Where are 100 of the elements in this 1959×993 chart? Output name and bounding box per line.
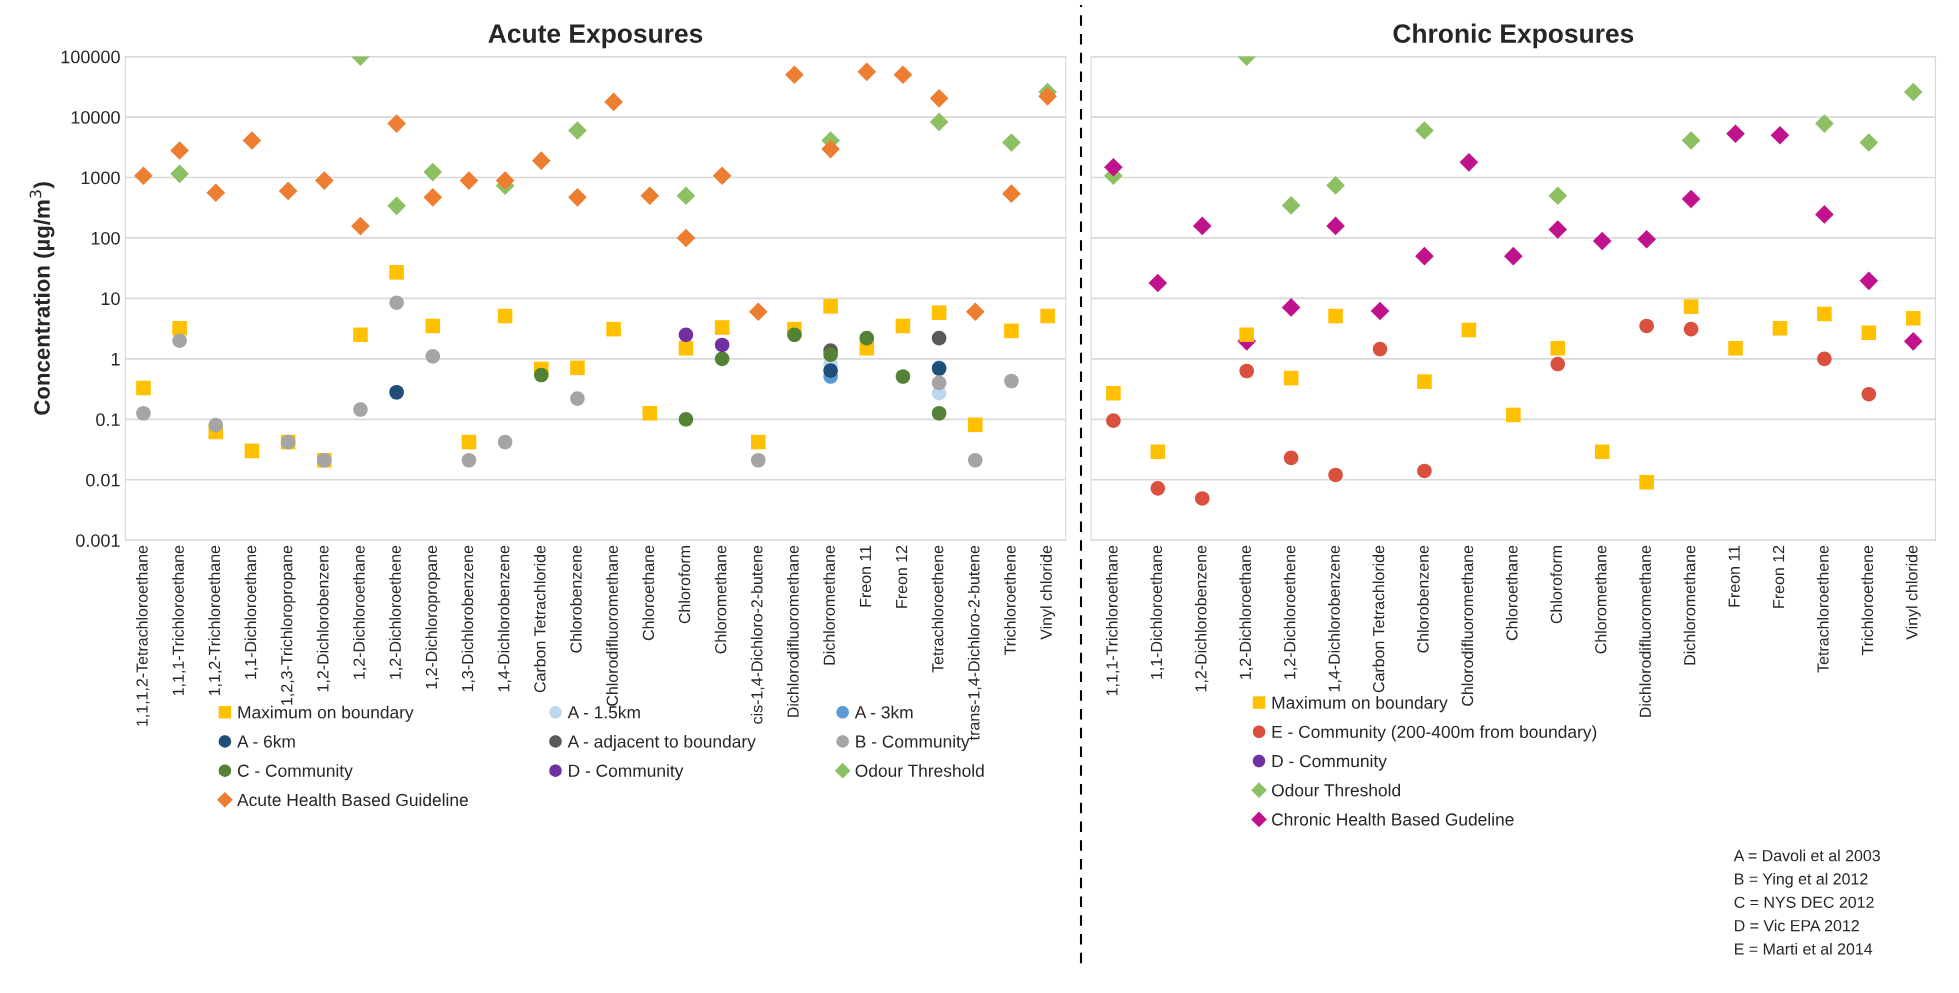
point <box>461 452 477 468</box>
point <box>1594 444 1610 460</box>
point <box>353 402 368 417</box>
point <box>278 181 298 201</box>
point <box>1283 370 1299 386</box>
point <box>1550 356 1566 372</box>
point <box>1148 273 1168 293</box>
x-tick-label: Dichlorodifluoromethane <box>787 545 799 717</box>
point <box>1772 321 1788 336</box>
legend-label: E - Community (200-400m from boundary) <box>1272 725 1597 742</box>
point <box>821 139 840 159</box>
legend-label: Chronic Health Based Gudeline <box>1272 812 1514 826</box>
point <box>714 320 730 335</box>
point <box>1281 298 1301 317</box>
point <box>968 452 983 468</box>
point <box>929 89 949 108</box>
point <box>459 171 479 190</box>
point <box>931 330 947 346</box>
point <box>1903 332 1923 351</box>
x-tick-label: 1,1-Dichloroethane <box>244 545 259 679</box>
point <box>1815 114 1834 133</box>
y-tick-label: 0.001 <box>76 534 120 547</box>
point <box>1815 205 1834 224</box>
point <box>1326 176 1345 195</box>
point <box>748 302 768 322</box>
legend-label: Odour Threshold <box>855 764 984 777</box>
point <box>534 367 549 383</box>
point <box>1903 82 1923 102</box>
point <box>387 196 406 216</box>
x-tick-label: Chloromethane <box>1594 545 1607 654</box>
point <box>1002 133 1021 152</box>
x-tick-label: Chloroethane <box>642 545 655 641</box>
point <box>1004 373 1019 389</box>
x-tick-label: 1,1,2-Trichloroethane <box>208 545 222 696</box>
chart-title: Acute Exposures <box>488 24 703 49</box>
point <box>242 131 262 150</box>
point <box>1592 231 1612 251</box>
point <box>136 380 151 396</box>
x-tick-label: 1,1,1-Trichloroethane <box>1105 545 1120 696</box>
point <box>1417 374 1432 389</box>
point <box>1859 133 1879 152</box>
x-tick-label: cis-1,4-Dichloro-2-butene <box>750 545 765 724</box>
x-tick-label: Tetrachloroethene <box>1816 545 1829 673</box>
point <box>495 171 515 190</box>
point <box>497 308 513 324</box>
legend-label: A - adjacent to boundary <box>567 734 756 752</box>
point <box>1905 310 1921 326</box>
point <box>570 360 585 376</box>
point <box>678 340 694 356</box>
point <box>1104 157 1123 177</box>
point <box>1328 308 1343 324</box>
point <box>1817 306 1832 322</box>
x-tick-label: Chlorobenzene <box>570 545 582 653</box>
x-tick-label: 1,2-Dichlorobenzene <box>316 545 331 692</box>
point <box>1548 186 1568 206</box>
point <box>859 330 875 346</box>
point <box>787 327 802 343</box>
point <box>823 363 838 378</box>
point <box>425 349 441 364</box>
point <box>1681 131 1701 150</box>
x-tick-label: Chlorodifluoromethane <box>1461 545 1474 706</box>
point <box>1239 363 1254 379</box>
point <box>678 412 694 427</box>
point <box>604 92 623 112</box>
legend-label: Odour Threshold <box>1271 783 1401 797</box>
point <box>931 405 947 421</box>
x-tick-label: Chloroform <box>1550 546 1563 624</box>
point <box>170 141 189 160</box>
legend-label: A - 6km <box>237 734 295 748</box>
point <box>461 434 477 450</box>
point <box>170 164 189 184</box>
point <box>1281 196 1301 215</box>
point <box>423 162 443 182</box>
point <box>1372 341 1388 357</box>
point <box>568 188 587 207</box>
point <box>206 183 226 203</box>
point <box>1106 385 1121 401</box>
x-tick-label: Trichloroethene <box>1861 545 1874 656</box>
point <box>570 391 585 406</box>
legend-label: A - 3km <box>854 705 913 719</box>
point <box>1770 125 1790 145</box>
point <box>351 216 370 236</box>
point <box>1150 444 1166 460</box>
x-tick-label: Freon 12 <box>895 545 908 608</box>
point <box>751 434 766 450</box>
x-tick-label: Chlorodifluoromethane <box>606 545 618 706</box>
point <box>929 112 949 132</box>
point <box>714 337 730 353</box>
point <box>1639 474 1654 490</box>
legend-label: Acute Health Based Guideline <box>237 793 468 807</box>
y-tick-label: 1000 <box>81 171 120 185</box>
point <box>314 171 334 190</box>
point <box>1328 467 1343 483</box>
x-tick-label: Freon 11 <box>859 545 872 607</box>
x-tick-label: Vinyl chloride <box>1040 545 1056 640</box>
y-tick-label: 10000 <box>71 110 120 124</box>
point <box>965 302 985 322</box>
point <box>1150 481 1166 496</box>
point <box>1192 216 1212 236</box>
point <box>785 65 804 85</box>
